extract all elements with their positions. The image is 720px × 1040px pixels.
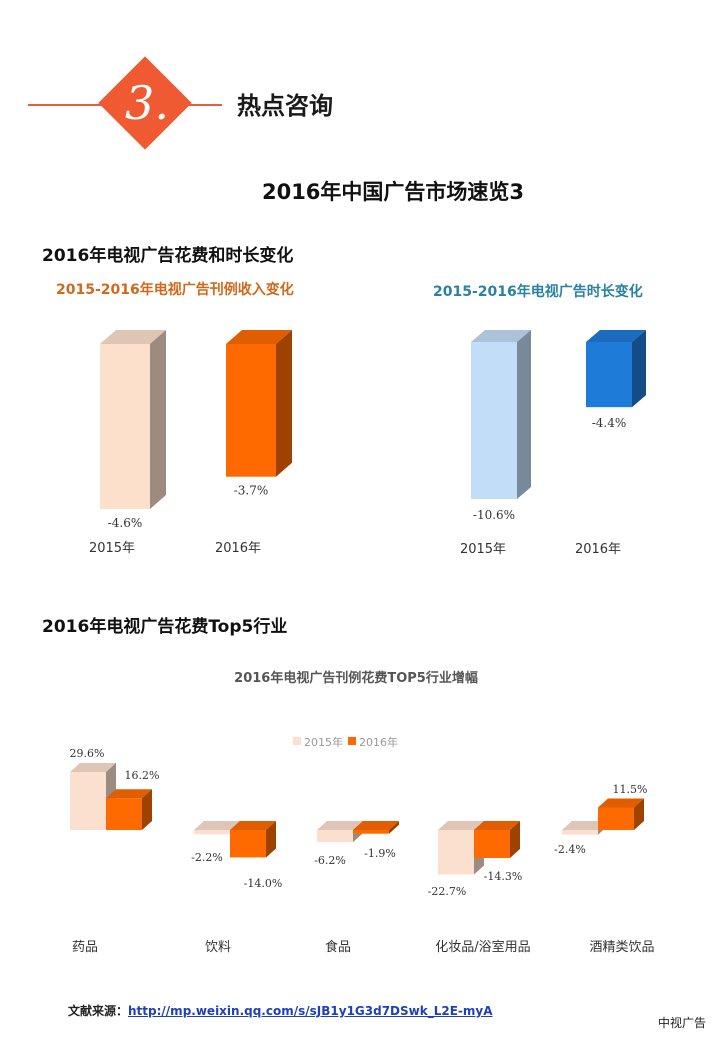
chart3-value-label-4-0: -2.4% <box>554 843 586 856</box>
chart3-value-label-3-0: -22.7% <box>428 885 467 898</box>
chart3-bar-4-1 <box>598 798 644 830</box>
chart3-value-label-4-1: 11.5% <box>613 783 648 796</box>
chart2-category-label-0: 2015年 <box>460 542 506 557</box>
chart2-title: 2015-2016年电视广告时长变化 <box>433 284 643 300</box>
section-title: 热点咨询 <box>237 92 333 120</box>
chart2-value-label-1: -4.4% <box>592 416 627 430</box>
chart3-bar-2-1 <box>353 821 399 834</box>
chart1-title: 2015-2016年电视广告刊例收入变化 <box>56 282 294 298</box>
source-line: 文献来源：http://mp.weixin.qq.com/s/sJB1y1G3d… <box>68 1002 493 1019</box>
chart2-value-label-0: -10.6% <box>473 508 515 522</box>
chart3-value-label-2-1: -1.9% <box>364 847 396 860</box>
chart3-value-label-1-1: -14.0% <box>244 877 283 890</box>
chart3-value-label-3-1: -14.3% <box>484 870 523 883</box>
chart3-bar-0-1 <box>106 789 152 830</box>
chart3-legend-swatch-2016 <box>348 737 356 745</box>
chart1-category-label-1: 2016年 <box>215 541 261 556</box>
chart1-bar-1 <box>226 330 292 477</box>
chart3-title: 2016年电视广告刊例花费TOP5行业增幅 <box>234 670 478 686</box>
header-line-left <box>28 104 120 106</box>
chart3-value-label-2-0: -6.2% <box>314 854 346 867</box>
page-title: 2016年中国广告市场速览3 <box>261 180 525 204</box>
chart3-legend-label-2015: 2015年 <box>304 735 343 749</box>
chart1-value-label-0: -4.6% <box>108 516 143 530</box>
chart3-value-label-0-1: 16.2% <box>125 769 160 782</box>
chart3-bar-3-1 <box>474 821 520 859</box>
chart3-category-label-2: 食品 <box>325 939 351 955</box>
chart1-bar-0 <box>100 330 166 509</box>
chart2-bar-1 <box>586 330 646 408</box>
chart3-category-label-4: 酒精类饮品 <box>589 940 654 955</box>
header-line-right <box>170 104 222 106</box>
source-link[interactable]: http://mp.weixin.qq.com/s/sJB1y1G3d7DSwk… <box>128 1004 493 1018</box>
chart1-category-label-0: 2015年 <box>89 541 135 556</box>
section2-heading: 2016年电视广告花费Top5行业 <box>42 617 288 637</box>
source-label: 文献来源： <box>68 1004 129 1018</box>
chart3-category-label-3: 化妆品/浴室用品 <box>435 939 530 955</box>
chart3-value-label-1-0: -2.2% <box>191 851 223 864</box>
section-number: 3. <box>125 76 169 130</box>
chart3-value-label-0-0: 29.6% <box>70 747 105 760</box>
brand-label: 中视广告 <box>657 1016 706 1030</box>
chart2-bar-0 <box>471 330 531 499</box>
chart3-category-label-0: 药品 <box>72 940 98 955</box>
chart2-category-label-1: 2016年 <box>575 542 621 557</box>
section1-heading: 2016年电视广告花费和时长变化 <box>42 246 294 266</box>
chart3-category-label-1: 饮料 <box>205 940 231 955</box>
chart3-bar-1-1 <box>230 821 276 858</box>
chart1-value-label-1: -3.7% <box>234 484 269 498</box>
chart3-legend-label-2016: 2016年 <box>359 735 398 749</box>
chart3-legend-swatch-2015 <box>293 737 301 745</box>
